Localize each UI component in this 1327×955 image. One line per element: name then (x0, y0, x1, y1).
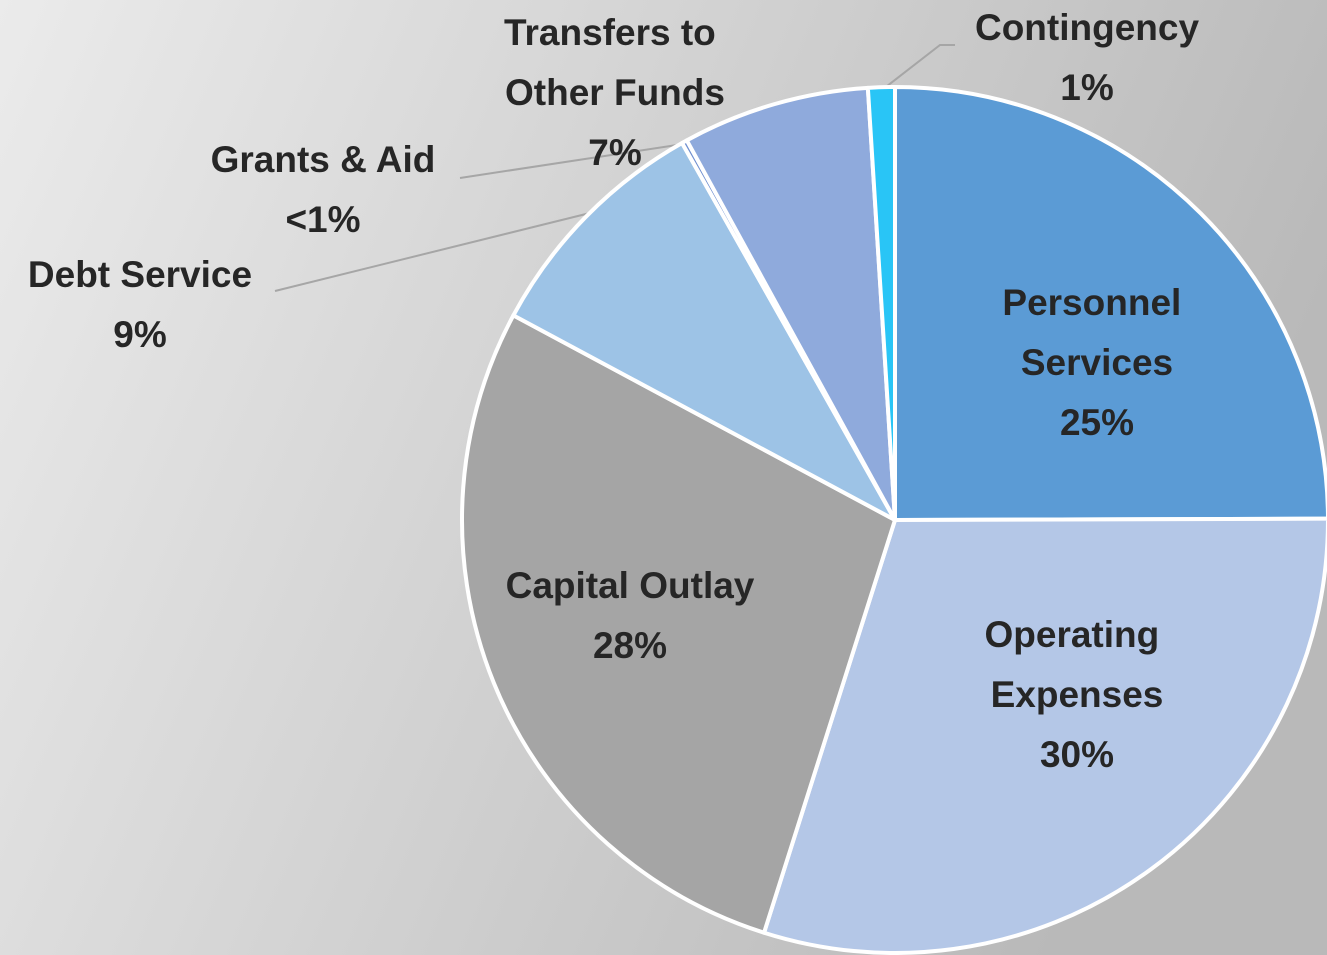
pie-slice (511, 140, 897, 522)
pie-slice (762, 516, 1327, 955)
slice-label-line: Grants & Aid (211, 139, 436, 180)
slice-label: Operating Expenses (984, 614, 1169, 715)
leader-line (274, 212, 591, 292)
slice-label-line: Personnel (1002, 282, 1191, 323)
slice-label-line: Capital Outlay (506, 565, 755, 606)
slice-value-label: 7% (588, 132, 641, 173)
slice-label-line: Debt Service (28, 254, 252, 295)
slice-label-line: Contingency (975, 7, 1199, 48)
slice-value-label: 30% (1040, 734, 1114, 775)
pie-slice (865, 85, 897, 522)
slice-label-line: Expenses (991, 674, 1164, 715)
leader-line (881, 44, 955, 91)
slice-label-line: Transfers to (504, 12, 726, 53)
pie-slice (684, 85, 897, 522)
slice-label-line: Other Funds (505, 72, 725, 113)
slice-value-label: 25% (1060, 402, 1134, 443)
slice-label: Capital Outlay (506, 565, 755, 606)
slice-label-line: Services (1021, 342, 1173, 383)
slice-label: Grants & Aid (211, 139, 436, 180)
slice-value-label: 9% (113, 314, 166, 355)
pie-slice (460, 313, 897, 935)
pie-slice (893, 85, 1327, 522)
slice-value-label: <1% (285, 199, 360, 240)
slice-value-label: 28% (593, 625, 667, 666)
slice-label: Personnel Services (1002, 282, 1191, 383)
slice-label-line: Operating (984, 614, 1169, 655)
slice-value-label: 1% (1060, 67, 1113, 108)
slice-label: Transfers to Other Funds (504, 12, 726, 113)
slice-label: Contingency (975, 7, 1199, 48)
slice-label: Debt Service (28, 254, 252, 295)
leader-line (459, 142, 691, 179)
